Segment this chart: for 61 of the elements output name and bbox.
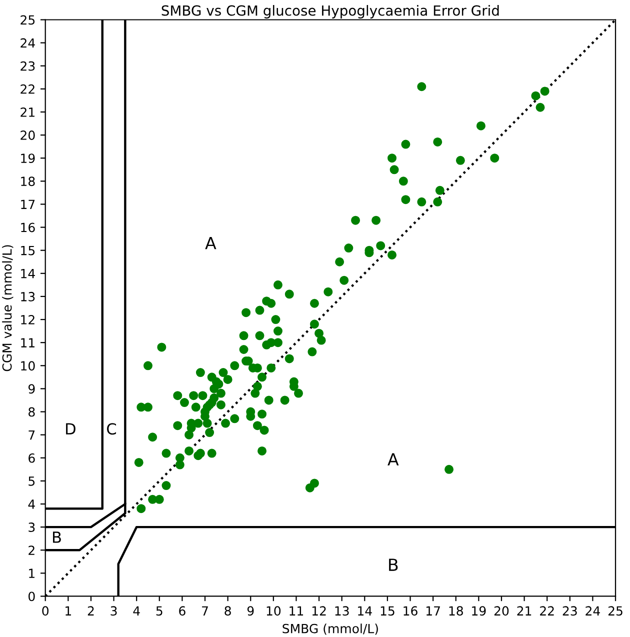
y-tick-label: 23 — [20, 61, 35, 71]
x-tick-label: 5 — [156, 606, 162, 616]
y-tick-label: 21 — [20, 107, 34, 117]
y-tick-label: 20 — [20, 130, 35, 140]
y-tick-label: 14 — [21, 269, 35, 278]
y-tick-label: 7 — [28, 430, 35, 440]
y-tick-label: 17 — [21, 200, 35, 209]
x-tick-label: 8 — [224, 606, 231, 616]
y-tick-label: 24 — [20, 38, 35, 48]
annotation: B — [53, 532, 61, 543]
y-tick-label: 12 — [21, 314, 34, 324]
annotation: C — [107, 423, 116, 435]
annotation: D — [66, 423, 76, 434]
y-tick-label: 19 — [21, 154, 35, 164]
x-tick-label: 14 — [358, 606, 372, 616]
y-tick-label: 2 — [28, 546, 34, 555]
y-tick-label: 4 — [28, 500, 35, 509]
x-tick-label: 6 — [179, 606, 186, 616]
x-tick-label: 11 — [290, 606, 304, 616]
y-tick-label: 3 — [28, 522, 35, 532]
x-tick-label: 25 — [608, 606, 622, 616]
y-tick-label: 22 — [20, 84, 34, 94]
y-tick-label: 15 — [21, 246, 35, 256]
chart-title: SMBG vs CGM glucose Hypoglycaemia Error Grid — [162, 5, 499, 18]
x-tick-label: 1 — [66, 606, 71, 616]
y-tick-label: 13 — [21, 292, 35, 302]
x-tick-label: 19 — [472, 606, 486, 616]
y-tick-label: 0 — [28, 592, 35, 602]
x-tick-label: 13 — [335, 606, 349, 616]
x-tick-label: 7 — [202, 606, 208, 616]
annotation: A — [388, 453, 399, 466]
y-tick-label: 16 — [21, 222, 35, 232]
x-axis-title: SMBG (mmol/L) — [282, 624, 378, 635]
y-tick-label: 8 — [28, 407, 35, 417]
x-tick-label: 20 — [494, 606, 509, 616]
x-tick-label: 24 — [586, 606, 600, 616]
y-tick-label: 10 — [21, 361, 35, 371]
x-tick-label: 16 — [404, 606, 418, 616]
x-tick-label: 15 — [380, 606, 394, 616]
y-tick-label: 1 — [29, 568, 34, 578]
y-tick-label: 6 — [28, 453, 35, 463]
x-tick-label: 4 — [133, 606, 140, 616]
x-tick-label: 3 — [110, 606, 117, 616]
x-tick-label: 18 — [449, 606, 463, 616]
y-tick-label: 25 — [20, 15, 35, 25]
x-tick-label: 21 — [517, 606, 532, 616]
x-tick-label: 0 — [42, 606, 49, 616]
x-tick-label: 12 — [312, 606, 326, 616]
x-tick-label: 17 — [426, 606, 440, 616]
y-tick-label: 18 — [21, 176, 35, 186]
y-axis-title: CGM value (mmol/L) — [2, 245, 14, 372]
annotation: B — [389, 558, 398, 571]
x-tick-label: 2 — [88, 606, 94, 616]
y-tick-label: 11 — [21, 338, 34, 348]
y-tick-label: 9 — [28, 384, 35, 394]
x-tick-label: 10 — [266, 606, 281, 616]
x-tick-label: 22 — [540, 606, 554, 616]
y-tick-label: 5 — [28, 476, 35, 486]
x-tick-label: 23 — [562, 606, 577, 616]
annotation: A — [205, 237, 216, 250]
x-tick-label: 9 — [247, 606, 254, 616]
